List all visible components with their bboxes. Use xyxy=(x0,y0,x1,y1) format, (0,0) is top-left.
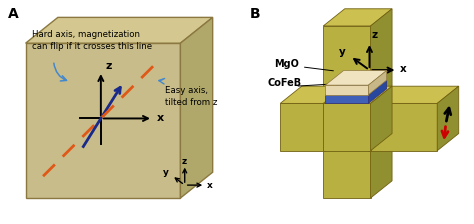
Text: z: z xyxy=(182,157,187,166)
Text: A: A xyxy=(9,7,19,21)
Polygon shape xyxy=(371,9,392,106)
Text: Easy axis,
tilted from z: Easy axis, tilted from z xyxy=(165,86,218,107)
Text: MgO: MgO xyxy=(274,59,299,69)
Polygon shape xyxy=(368,80,387,103)
Text: y: y xyxy=(163,168,169,177)
Text: z: z xyxy=(105,61,111,71)
Polygon shape xyxy=(323,26,371,106)
Polygon shape xyxy=(325,71,387,85)
Polygon shape xyxy=(26,43,181,198)
Text: x: x xyxy=(207,181,213,190)
Polygon shape xyxy=(323,86,392,103)
Text: CoFeB: CoFeB xyxy=(267,78,301,88)
Text: x: x xyxy=(157,113,164,123)
Text: z: z xyxy=(372,30,378,40)
Polygon shape xyxy=(181,17,213,198)
Polygon shape xyxy=(325,86,347,151)
Polygon shape xyxy=(325,85,368,95)
Polygon shape xyxy=(323,131,392,149)
Polygon shape xyxy=(26,17,213,43)
Polygon shape xyxy=(371,86,392,151)
Text: y: y xyxy=(339,47,346,57)
Polygon shape xyxy=(368,103,437,151)
Polygon shape xyxy=(368,71,387,95)
Polygon shape xyxy=(280,86,347,103)
Polygon shape xyxy=(280,103,325,151)
Text: B: B xyxy=(250,7,261,21)
Polygon shape xyxy=(323,103,371,151)
Text: Hard axis, magnetization
can flip if it crosses this line: Hard axis, magnetization can flip if it … xyxy=(32,30,152,51)
Polygon shape xyxy=(371,131,392,198)
Text: x: x xyxy=(400,64,406,74)
Polygon shape xyxy=(437,86,459,151)
Polygon shape xyxy=(325,95,368,103)
Polygon shape xyxy=(325,80,387,95)
Polygon shape xyxy=(368,86,459,103)
Polygon shape xyxy=(323,9,392,26)
Polygon shape xyxy=(323,149,371,198)
